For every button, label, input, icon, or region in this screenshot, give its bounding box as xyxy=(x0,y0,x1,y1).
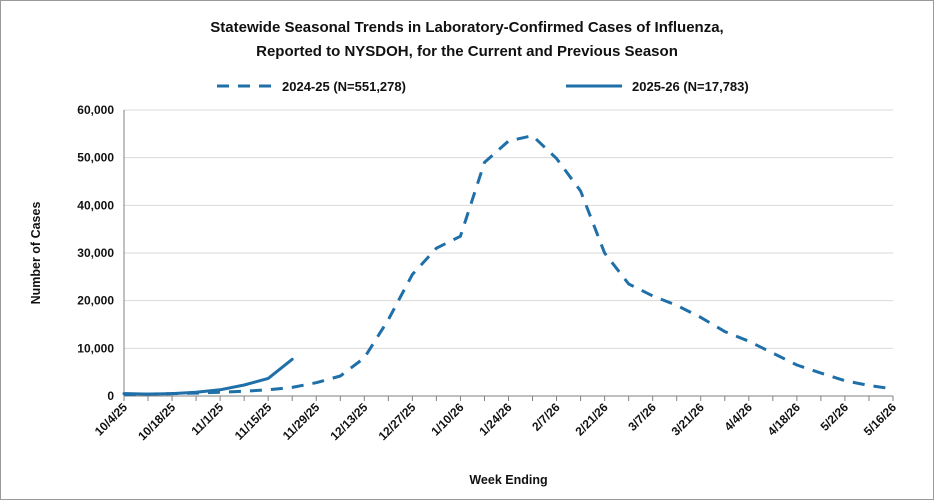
x-tick-label: 11/1/25 xyxy=(189,400,227,438)
legend-label-2025-26: 2025-26 (N=17,783) xyxy=(632,79,749,94)
y-tick-label: 40,000 xyxy=(77,198,114,212)
x-tick-label: 10/18/25 xyxy=(135,400,178,443)
y-axis-title: Number of Cases xyxy=(29,202,43,305)
x-tick-label: 3/21/26 xyxy=(669,400,707,438)
x-tick-labels: 10/4/25 10/18/25 11/1/25 11/15/25 11/29/25 12… xyxy=(92,400,899,443)
legend: 2024-25 (N=551,278) 2025-26 (N=17,783) xyxy=(217,79,749,94)
chart-title-line-1: Statewide Seasonal Trends in Laboratory-… xyxy=(210,19,724,36)
x-tick-label: 10/4/25 xyxy=(92,400,130,438)
chart-title-line-2: Reported to NYSDOH, for the Current and … xyxy=(256,43,678,60)
axes xyxy=(123,110,894,401)
y-tick-label: 20,000 xyxy=(77,294,114,308)
y-tick-label: 50,000 xyxy=(77,151,114,165)
x-axis-title: Week Ending xyxy=(469,473,547,487)
x-tick-label: 11/15/25 xyxy=(232,400,275,443)
x-tick-label: 4/18/26 xyxy=(765,400,803,438)
y-tick-label: 60,000 xyxy=(77,103,114,117)
x-tick-label: 2/21/26 xyxy=(573,400,611,438)
x-tick-label: 3/7/26 xyxy=(625,400,659,434)
x-tick-label: 4/4/26 xyxy=(721,400,755,434)
x-tick-label: 12/27/25 xyxy=(376,400,419,443)
series-lines xyxy=(122,134,894,397)
x-tick-label: 1/10/26 xyxy=(428,400,466,438)
y-tick-label: 0 xyxy=(107,389,114,403)
x-tick-label: 1/24/26 xyxy=(476,400,514,438)
series-line-1 xyxy=(122,357,294,396)
chart-title: Statewide Seasonal Trends in Laboratory-… xyxy=(0,16,934,64)
y-tick-labels: 0 10,000 20,000 30,000 40,000 50,000 60,000 xyxy=(77,103,114,403)
x-tick-label: 11/29/25 xyxy=(280,400,323,443)
x-tick-label: 2/7/26 xyxy=(529,400,563,434)
y-tick-label: 10,000 xyxy=(77,341,114,355)
gridlines xyxy=(124,109,893,349)
y-tick-label: 30,000 xyxy=(77,246,114,260)
x-tick-label: 12/13/25 xyxy=(327,400,370,443)
x-tick-label: 5/16/26 xyxy=(861,400,899,438)
series-line-0 xyxy=(123,134,894,397)
legend-label-2024-25: 2024-25 (N=551,278) xyxy=(282,79,406,94)
x-tick-label: 5/2/26 xyxy=(818,400,852,434)
